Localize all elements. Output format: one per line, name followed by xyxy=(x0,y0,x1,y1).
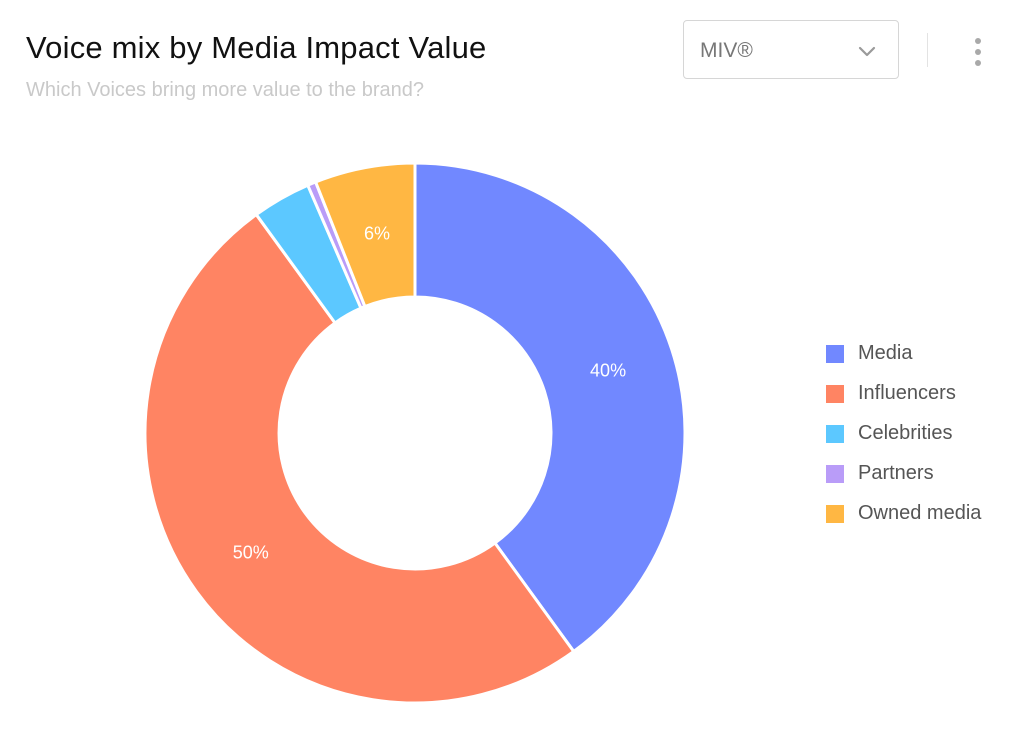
legend-label: Influencers xyxy=(858,382,956,404)
legend-label: Celebrities xyxy=(858,422,953,444)
header-divider xyxy=(927,33,928,67)
slice-label-influencers: 50% xyxy=(233,542,269,562)
more-options-button[interactable] xyxy=(964,36,992,68)
legend-swatch xyxy=(826,345,844,363)
slice-owned-media[interactable] xyxy=(314,161,417,309)
slice-media[interactable] xyxy=(413,161,687,653)
legend-swatch xyxy=(826,425,844,443)
legend-swatch xyxy=(826,385,844,403)
donut-chart: 40% 50% 6% xyxy=(143,161,687,705)
legend-swatch xyxy=(826,465,844,483)
legend-label: Owned media xyxy=(858,502,982,524)
chart-title: Voice mix by Media Impact Value xyxy=(26,30,487,65)
chevron-down-icon xyxy=(858,46,876,57)
metric-dropdown[interactable]: MIV® xyxy=(683,20,899,79)
slice-label-media: 40% xyxy=(590,360,626,380)
slice-influencers[interactable] xyxy=(143,213,576,705)
legend-label: Partners xyxy=(858,462,934,484)
slice-label-owned-media: 6% xyxy=(364,224,390,244)
legend-swatch xyxy=(826,505,844,523)
chart-subtitle: Which Voices bring more value to the bra… xyxy=(26,79,424,101)
metric-dropdown-value: MIV® xyxy=(700,39,753,62)
legend-label: Media xyxy=(858,342,913,364)
